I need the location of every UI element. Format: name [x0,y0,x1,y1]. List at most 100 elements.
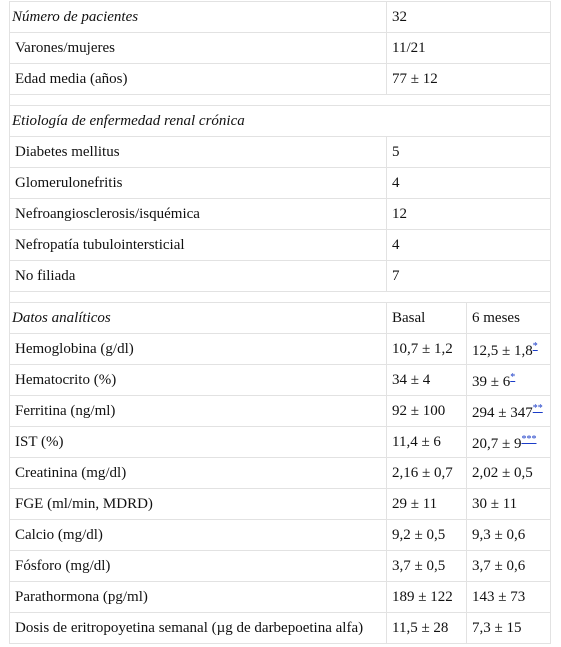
row-label: Diabetes mellitus [9,136,387,168]
basal-value-text: 11,4 ± 6 [392,433,441,450]
row-value: 4 [386,167,551,199]
row-label: Nefropatía tubulointersticial [9,229,387,261]
six-month-value-text: 143 ± 73 [472,588,526,605]
row-value: 11/21 [386,32,551,64]
basal-value-text: 189 ± 122 [392,588,453,605]
row-label-text: Hemoglobina (g/dl) [15,340,134,357]
lab-header-label: Datos analíticos [9,302,387,334]
row-label-text: Parathormona (pg/ml) [15,588,148,605]
basal-value: 29 ± 11 [386,488,467,520]
table-row: Creatinina (mg/dl) 2,16 ± 0,7 2,02 ± 0,5 [9,457,551,489]
six-month-value: 12,5 ± 1,8* [466,333,551,365]
row-label: Calcio (mg/dl) [9,519,387,551]
row-label: Nefroangiosclerosis/isquémica [9,198,387,230]
six-month-value-text: 12,5 ± 1,8 [472,343,533,359]
table-row: Fósforo (mg/dl) 3,7 ± 0,5 3,7 ± 0,6 [9,550,551,582]
six-month-value: 9,3 ± 0,6 [466,519,551,551]
spacer-cell [9,291,551,303]
row-label: Dosis de eritropoyetina semanal (µg de d… [9,612,387,644]
table-row: Parathormona (pg/ml) 189 ± 122 143 ± 73 [9,581,551,613]
lab-header-row: Datos analíticos Basal 6 meses [9,302,551,334]
row-label: Hematocrito (%) [9,364,387,396]
row-label: Ferritina (ng/ml) [9,395,387,427]
etiology-header-label: Etiología de enfermedad renal crónica [9,105,551,137]
basal-value: 92 ± 100 [386,395,467,427]
six-month-value: 39 ± 6* [466,364,551,396]
column-header-6-months: 6 meses [466,302,551,334]
table-row: Ferritina (ng/ml) 92 ± 100 294 ± 347** [9,395,551,427]
row-value: 4 [386,229,551,261]
basal-value-text: 29 ± 11 [392,495,438,512]
basal-value-text: 92 ± 100 [392,402,446,419]
row-label-text: Creatinina (mg/dl) [15,464,127,481]
row-label: Fósforo (mg/dl) [9,550,387,582]
row-value: 77 ± 12 [386,63,551,95]
row-value: 5 [386,136,551,168]
six-month-value-text: 9,3 ± 0,6 [472,526,526,543]
row-label: Glomerulonefritis [9,167,387,199]
six-month-value-text: 20,7 ± 9 [472,436,522,452]
table-row: Dosis de eritropoyetina semanal (µg de d… [9,612,551,644]
basal-value: 9,2 ± 0,5 [386,519,467,551]
row-label-text: Calcio (mg/dl) [15,526,103,543]
row-label-text: Hematocrito (%) [15,371,117,388]
six-month-value-text: 30 ± 11 [472,495,518,512]
table-row: Hematocrito (%) 34 ± 4 39 ± 6* [9,364,551,396]
footnote-link[interactable]: * [510,372,516,383]
spacer-row [9,94,551,106]
basal-value-text: 10,7 ± 1,2 [392,340,453,357]
table-row: Nefropatía tubulointersticial 4 [9,229,551,261]
six-month-value: 30 ± 11 [466,488,551,520]
table-row: IST (%) 11,4 ± 6 20,7 ± 9*** [9,426,551,458]
table-row: Calcio (mg/dl) 9,2 ± 0,5 9,3 ± 0,6 [9,519,551,551]
basal-value: 3,7 ± 0,5 [386,550,467,582]
basal-value: 34 ± 4 [386,364,467,396]
row-label: Parathormona (pg/ml) [9,581,387,613]
table-row: Hemoglobina (g/dl) 10,7 ± 1,2 12,5 ± 1,8* [9,333,551,365]
row-label: FGE (ml/min, MDRD) [9,488,387,520]
six-month-value: 3,7 ± 0,6 [466,550,551,582]
patients-header-value: 32 [386,1,551,33]
table-row: No filiada 7 [9,260,551,292]
row-label: Hemoglobina (g/dl) [9,333,387,365]
basal-value: 189 ± 122 [386,581,467,613]
six-month-value-text: 39 ± 6 [472,374,511,390]
footnote-marker: *** [521,431,536,445]
row-value: 7 [386,260,551,292]
six-month-value-text: 7,3 ± 15 [472,619,522,636]
footnote-link[interactable]: * [532,341,538,352]
row-label-text: FGE (ml/min, MDRD) [15,495,153,512]
footnote-link[interactable]: ** [532,403,543,414]
row-label-text: Fósforo (mg/dl) [15,557,111,574]
patient-characteristics-table: Número de pacientes 32 Varones/mujeres 1… [9,1,551,644]
basal-value: 10,7 ± 1,2 [386,333,467,365]
table-row: Glomerulonefritis 4 [9,167,551,199]
six-month-value: 2,02 ± 0,5 [466,457,551,489]
six-month-value-text: 294 ± 347 [472,405,533,421]
basal-value-text: 11,5 ± 28 [392,619,449,636]
basal-value-text: 3,7 ± 0,5 [392,557,446,574]
etiology-header-row: Etiología de enfermedad renal crónica [9,105,551,137]
six-month-value: 143 ± 73 [466,581,551,613]
footnote-marker: ** [533,400,543,414]
basal-value-text: 9,2 ± 0,5 [392,526,446,543]
six-month-value: 20,7 ± 9*** [466,426,551,458]
column-header-basal: Basal [386,302,467,334]
row-label-text: Dosis de eritropoyetina semanal (µg de d… [15,619,364,636]
row-value: 12 [386,198,551,230]
table-row: Varones/mujeres 11/21 [9,32,551,64]
footnote-marker: * [533,338,538,352]
row-label: Edad media (años) [9,63,387,95]
basal-value-text: 34 ± 4 [392,371,431,388]
table-row: Nefroangiosclerosis/isquémica 12 [9,198,551,230]
footnote-link[interactable]: *** [521,434,537,445]
row-label: Creatinina (mg/dl) [9,457,387,489]
row-label: IST (%) [9,426,387,458]
spacer-row [9,291,551,303]
patients-header-label: Número de pacientes [9,1,387,33]
basal-value: 11,4 ± 6 [386,426,467,458]
six-month-value-text: 2,02 ± 0,5 [472,464,533,481]
patients-header-row: Número de pacientes 32 [9,1,551,33]
spacer-cell [9,94,551,106]
six-month-value: 294 ± 347** [466,395,551,427]
